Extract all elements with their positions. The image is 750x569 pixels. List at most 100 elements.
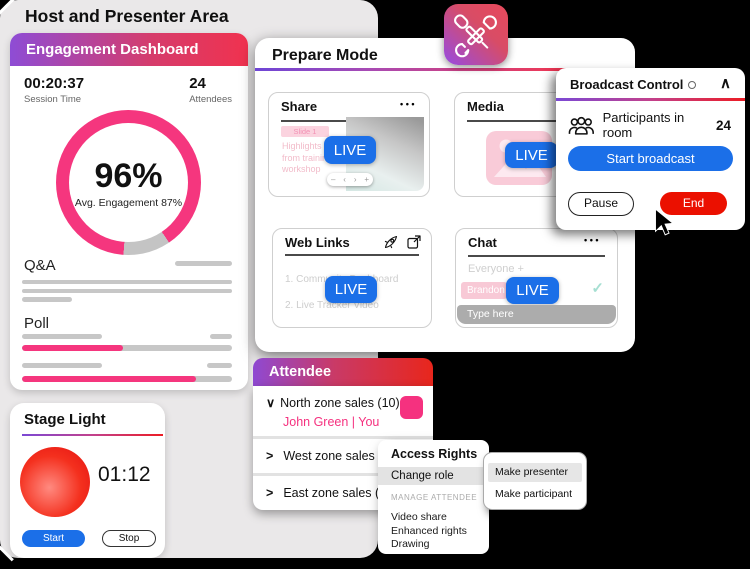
engagement-caption: Avg. Engagement 87% (74, 196, 183, 209)
participants-icon (568, 116, 594, 135)
qa-placeholder-bar (22, 289, 232, 293)
group-color-swatch (400, 396, 423, 419)
chat-live-badge[interactable]: LIVE (506, 277, 559, 304)
poll-progress-fill (22, 376, 197, 382)
stage-stop-button[interactable]: Stop (102, 530, 156, 547)
poll-placeholder-bar (210, 334, 232, 339)
menu-item-video-share[interactable]: Video share (391, 511, 447, 523)
divider (467, 120, 603, 122)
divider (253, 436, 433, 439)
chevron-right-icon[interactable]: > (266, 449, 274, 463)
rocket-icon[interactable] (384, 235, 398, 249)
more-options-icon[interactable]: ••• (400, 99, 417, 109)
attendee-group-east[interactable]: > East zone sales (12) (253, 476, 433, 510)
poll-placeholder-bar (22, 334, 102, 339)
end-button[interactable]: End (660, 192, 727, 215)
change-role-submenu: Make presenter Make participant (483, 452, 587, 510)
poll-placeholder-bar (207, 363, 232, 368)
gradient-divider (556, 98, 745, 101)
status-circle-icon (688, 80, 697, 89)
stage-light-panel: Stage Light 01:12 Start Stop (10, 403, 165, 558)
poll-section-label: Poll (24, 315, 50, 332)
stage-light-indicator (20, 447, 90, 517)
web-links-pod-title: Web Links (285, 235, 350, 250)
chevron-down-icon[interactable]: ∨ (266, 396, 276, 410)
chat-pod: Chat ••• Everyone + Brandon LIVE ✓ Type … (455, 228, 618, 328)
attendee-group-label: East zone sales (12) (283, 486, 398, 500)
engagement-dashboard-panel: Engagement Dashboard 00:20:37 Session Ti… (10, 33, 248, 390)
stage-start-button[interactable]: Start (22, 530, 85, 547)
session-time-label: Session Time (24, 94, 82, 105)
participants-row: Participants in room 24 (568, 110, 731, 140)
attendee-group-west[interactable]: > West zone sales (10) (253, 439, 433, 473)
attendees-stat: 24 Attendees (189, 75, 232, 105)
slide-nav-controls[interactable]: – ‹ › + (327, 173, 373, 186)
menu-section-label: MANAGE ATTENDEE (391, 493, 478, 502)
attendee-group-north[interactable]: ∨ North zone sales (10) John Green | You (253, 386, 433, 436)
share-pod: Share ••• Slide 1 Highlights from traini… (268, 92, 430, 197)
chat-input[interactable]: Type here (457, 305, 616, 324)
check-icon: ✓ (591, 280, 604, 297)
engagement-donut-chart: 96% Avg. Engagement 87% (56, 110, 201, 255)
slide-badge: Slide 1 (281, 126, 329, 137)
tools-app-icon[interactable] (444, 4, 508, 65)
prepare-mode-title: Prepare Mode (272, 47, 378, 64)
collapse-chevron-icon[interactable]: ∧ (720, 75, 731, 92)
nav-next-icon[interactable]: › (353, 175, 357, 184)
menu-item-enhanced-rights[interactable]: Enhanced rights (391, 525, 467, 537)
poll-progress-bar (22, 376, 232, 382)
divider (285, 254, 419, 256)
submenu-item-make-participant[interactable]: Make participant (495, 488, 573, 500)
menu-item-drawing[interactable]: Drawing (391, 538, 430, 550)
menu-title: Access Rights (391, 447, 478, 461)
attendee-group-label: West zone sales (10) (283, 449, 401, 463)
attendees-label: Attendees (189, 94, 232, 105)
chat-message-bubble: Brandon (461, 282, 507, 299)
page-title: Host and Presenter Area (25, 6, 229, 26)
stage-light-timer: 01:12 (98, 463, 151, 486)
share-live-badge[interactable]: LIVE (324, 136, 376, 164)
attendees-count: 24 (189, 75, 206, 92)
poll-progress-bar (22, 345, 232, 351)
open-in-new-icon[interactable] (407, 235, 421, 249)
web-links-live-badge[interactable]: LIVE (325, 276, 377, 303)
broadcast-control-title: Broadcast Control (570, 77, 684, 92)
poll-progress-fill (22, 345, 123, 351)
access-rights-menu: Access Rights Change role MANAGE ATTENDE… (378, 440, 489, 554)
mouse-cursor (655, 208, 675, 236)
start-broadcast-button[interactable]: Start broadcast (568, 146, 733, 171)
engagement-dashboard-header: Engagement Dashboard (10, 33, 248, 66)
qa-placeholder-bar (175, 261, 232, 266)
nav-plus-icon[interactable]: + (364, 175, 370, 184)
slide-caption: Highlights from training workshop (282, 141, 333, 175)
qa-placeholder-bar (22, 297, 72, 302)
engagement-percentage: 96% (94, 156, 163, 195)
menu-item-change-role[interactable]: Change role (378, 467, 489, 485)
participants-count: 24 (715, 117, 731, 133)
media-pod-title: Media (467, 99, 504, 114)
gradient-divider (22, 434, 163, 436)
attendee-member[interactable]: John Green | You (283, 415, 380, 429)
nav-prev-icon[interactable]: ‹ (343, 175, 346, 184)
divider (468, 255, 605, 257)
web-links-pod: Web Links 1. Co (272, 228, 432, 328)
qa-section-label: Q&A (24, 257, 56, 274)
more-options-icon[interactable]: ••• (584, 235, 601, 245)
chat-audience[interactable]: Everyone + (468, 263, 524, 275)
web-link-item[interactable]: 2. Live Tracker Video (285, 300, 379, 311)
session-time-stat: 00:20:37 Session Time (24, 75, 84, 105)
submenu-item-make-presenter[interactable]: Make presenter (488, 463, 582, 482)
media-live-badge[interactable]: LIVE (505, 142, 558, 168)
nav-minus-icon[interactable]: – (330, 175, 336, 184)
poll-placeholder-bar (22, 363, 102, 368)
qa-placeholder-bar (22, 280, 232, 284)
pause-button[interactable]: Pause (568, 192, 634, 216)
chevron-right-icon[interactable]: > (266, 486, 274, 500)
attendee-group-label: North zone sales (10) (280, 396, 400, 410)
wrench-screwdriver-icon (454, 13, 497, 57)
participants-label: Participants in room (602, 110, 685, 140)
broadcast-control-panel: Broadcast Control ∧ Participants in room… (556, 68, 745, 230)
gradient-divider (255, 68, 635, 71)
session-time-value: 00:20:37 (24, 75, 85, 92)
